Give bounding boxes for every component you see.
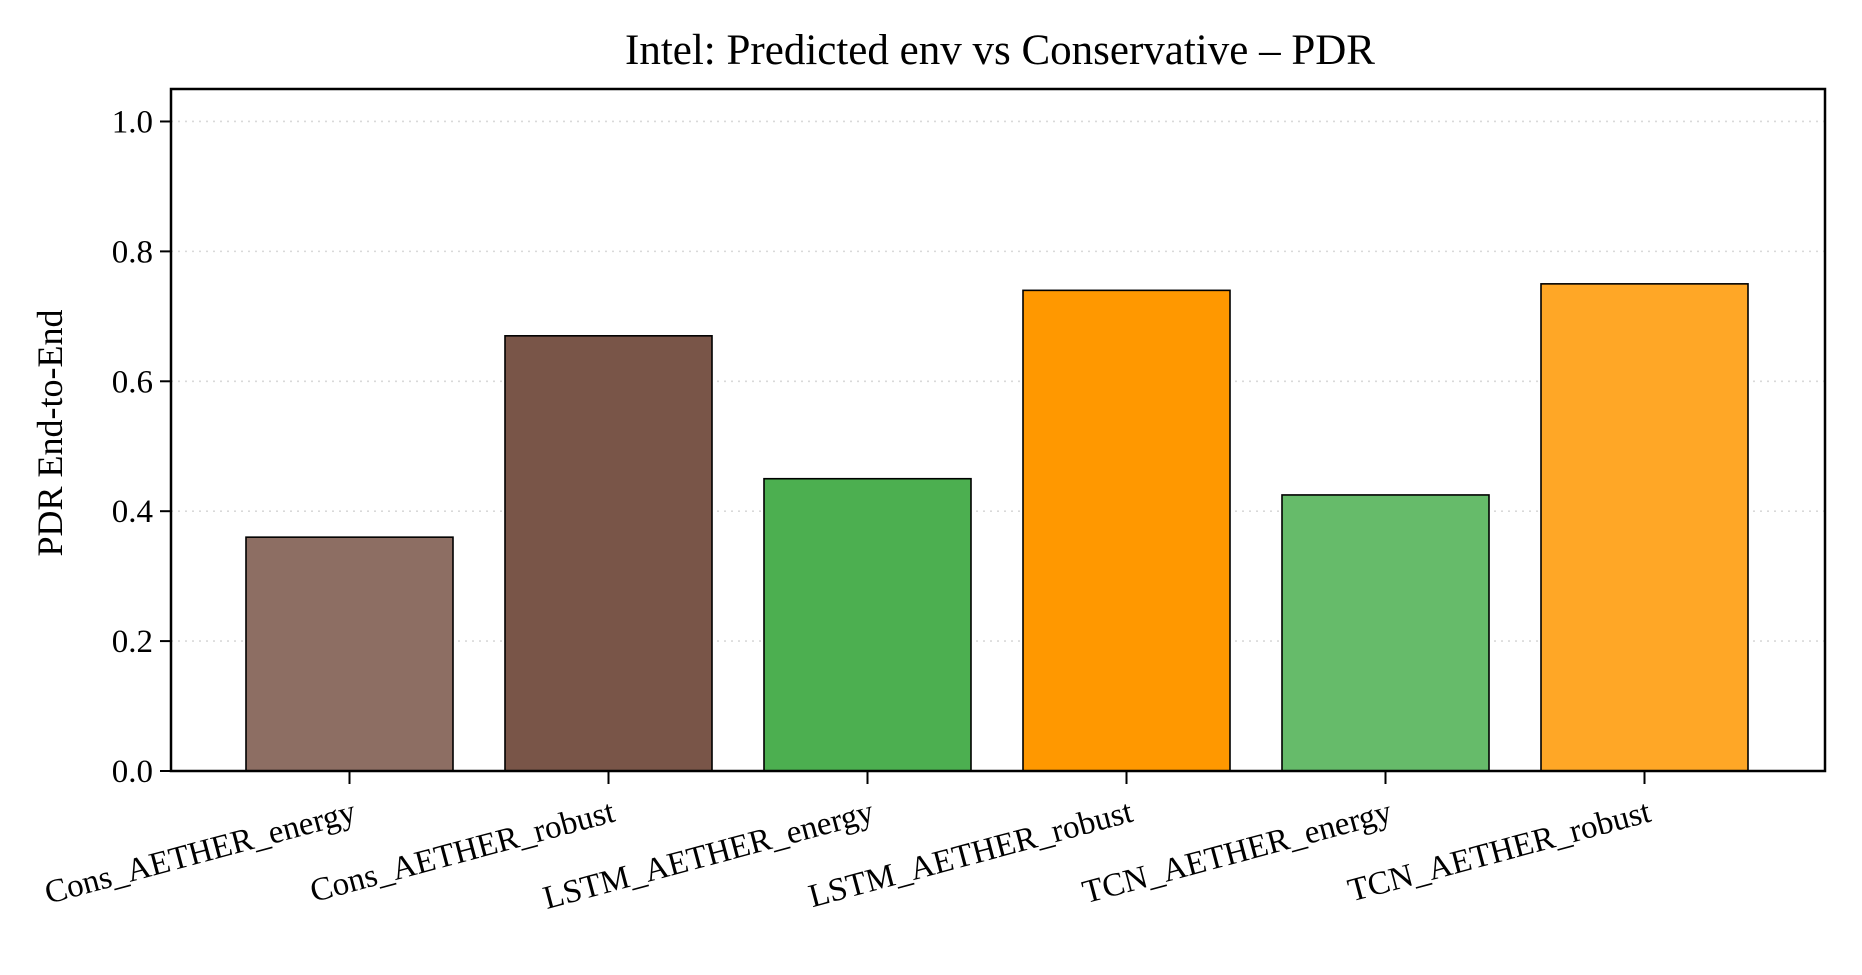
bar	[1022, 289, 1231, 772]
bar	[763, 477, 972, 772]
y-tick-label: 0.6	[112, 364, 153, 400]
y-tick-label: 0.0	[112, 754, 153, 790]
y-tick-label: 0.2	[112, 624, 153, 660]
bars	[245, 283, 1749, 772]
plot-frame	[169, 87, 1827, 773]
y-tick-label: 1.0	[112, 104, 153, 140]
y-axis-label: PDR End-to-End	[30, 310, 70, 557]
chart-title: Intel: Predicted env vs Conservative – P…	[625, 27, 1375, 74]
y-tick-label: 0.8	[112, 234, 153, 270]
y-tick-label: 0.4	[112, 494, 153, 530]
bar	[504, 335, 713, 772]
bar	[245, 536, 454, 772]
bar	[1281, 494, 1490, 772]
bar	[1540, 283, 1749, 772]
